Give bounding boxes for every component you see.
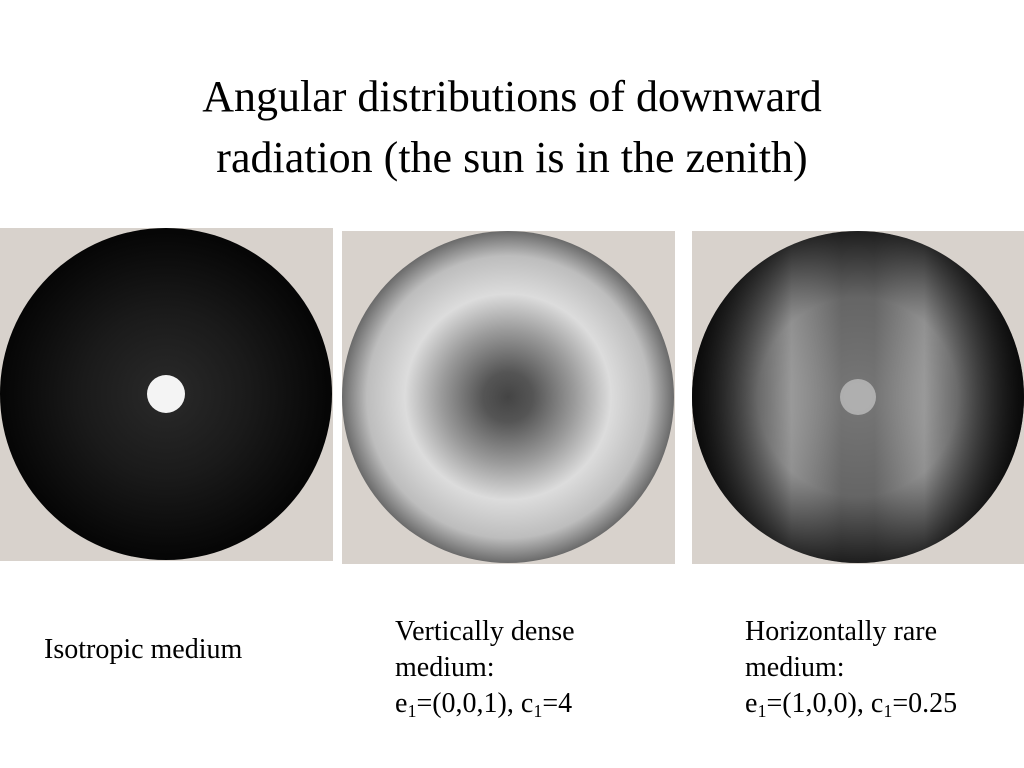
formula-text: e [395, 688, 408, 719]
caption-line: medium: [745, 652, 845, 683]
subscript: 1 [407, 701, 417, 721]
caption-line: medium: [395, 652, 495, 683]
formula-text: =4 [542, 688, 573, 719]
formula: e1=(1,0,0), c1=0.25 [745, 686, 957, 722]
formula-text: =(0,0,1), c [416, 688, 534, 719]
caption-line: Vertically dense [395, 616, 575, 647]
formula-text: =(1,0,0), c [766, 688, 884, 719]
distribution [342, 231, 674, 563]
subscript: 1 [883, 701, 893, 721]
subscript: 1 [757, 701, 767, 721]
title-line: radiation (the sun is in the zenith) [216, 133, 808, 182]
title-line: Angular distributions of downward [202, 72, 822, 121]
sun-spot [840, 379, 876, 415]
subscript: 1 [533, 701, 543, 721]
title: Angular distributions of downward radiati… [0, 66, 1024, 188]
formula-text: =0.25 [892, 688, 958, 719]
caption: Horizontally rare medium: e1=(1,0,0), c1=0… [745, 614, 957, 722]
caption-line: Isotropic medium [44, 634, 243, 665]
caption-line: Horizontally rare [745, 616, 938, 647]
formula: e1=(0,0,1), c1=4 [395, 686, 575, 722]
caption: Vertically dense medium: e1=(0,0,1), c1=4 [395, 614, 575, 722]
formula-text: e [745, 688, 758, 719]
caption: Isotropic medium [44, 632, 242, 668]
sun-spot [147, 375, 185, 413]
